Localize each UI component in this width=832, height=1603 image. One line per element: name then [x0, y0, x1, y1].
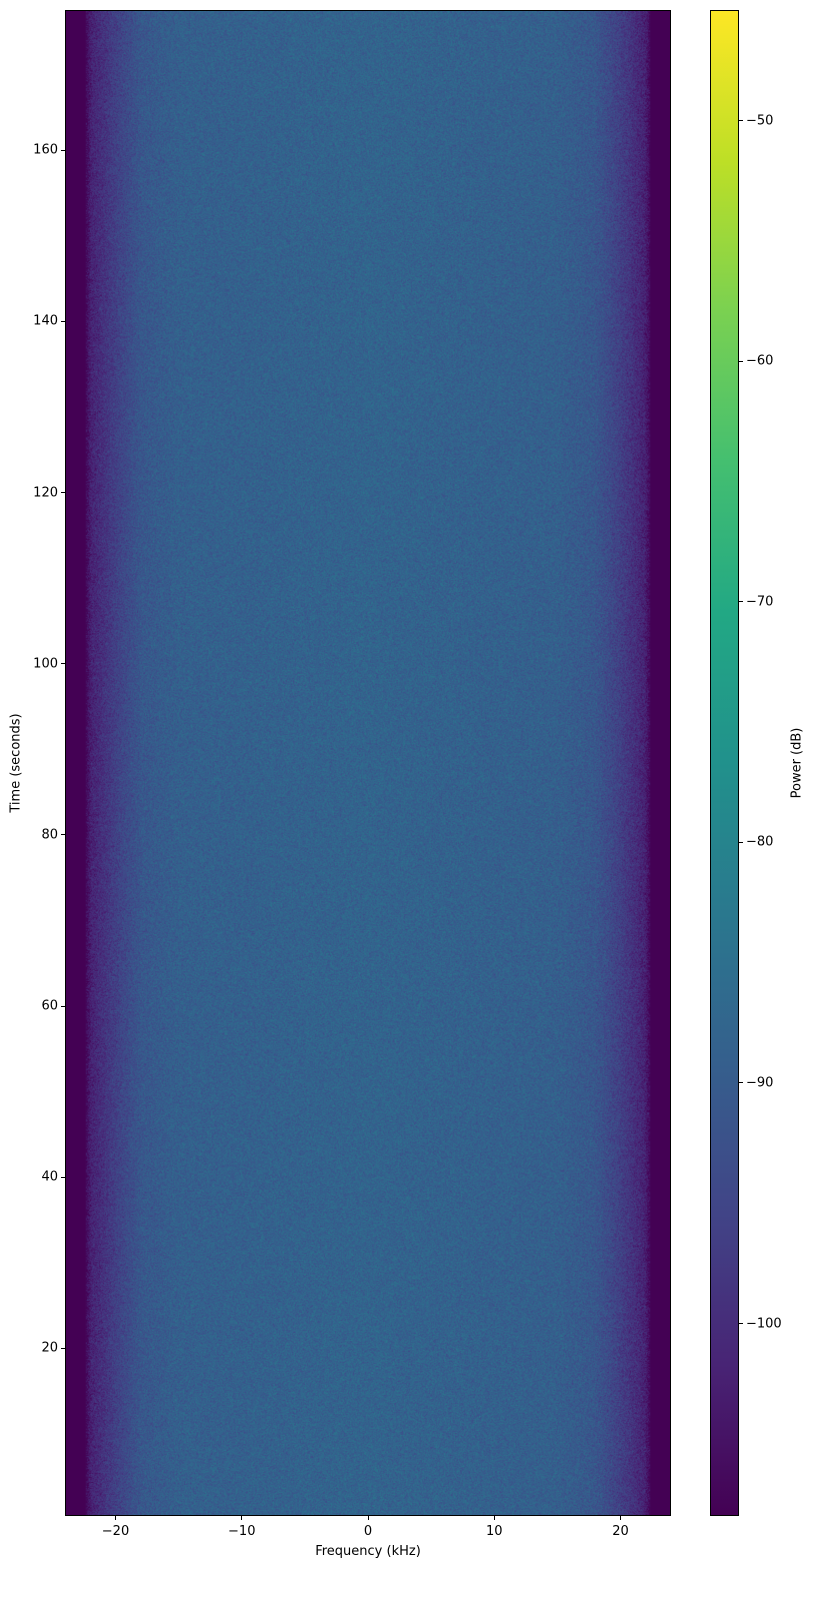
x-tick [115, 1516, 116, 1520]
colorbar-tick-label: −90 [746, 1075, 773, 1090]
spectrogram-image [66, 11, 670, 1515]
y-tick-label: 80 [41, 827, 58, 842]
y-tick-label: 160 [33, 143, 58, 158]
y-tick-label: 60 [41, 999, 58, 1014]
colorbar-tick [739, 601, 743, 602]
x-tick [368, 1516, 369, 1520]
x-tick-label: 0 [364, 1524, 372, 1539]
colorbar-tick-label: −60 [746, 354, 773, 369]
y-tick-label: 40 [41, 1170, 58, 1185]
y-tick [61, 321, 65, 322]
colorbar [710, 10, 739, 1516]
x-axis-label: Frequency (kHz) [315, 1544, 421, 1559]
y-tick-label: 100 [33, 656, 58, 671]
x-tick [620, 1516, 621, 1520]
y-tick-label: 120 [33, 485, 58, 500]
y-tick [61, 492, 65, 493]
colorbar-tick [739, 1082, 743, 1083]
y-tick [61, 663, 65, 664]
colorbar-tick [739, 361, 743, 362]
colorbar-label: Power (dB) [790, 728, 805, 799]
y-tick-label: 140 [33, 314, 58, 329]
x-tick-label: 10 [486, 1524, 503, 1539]
y-tick [61, 834, 65, 835]
x-tick-label: −10 [228, 1524, 255, 1539]
colorbar-tick-label: −80 [746, 835, 773, 850]
colorbar-tick-label: −50 [746, 113, 773, 128]
colorbar-tick-label: −100 [746, 1316, 782, 1331]
x-tick-label: 20 [612, 1524, 629, 1539]
y-tick [61, 1006, 65, 1007]
spectrogram-plot-area [65, 10, 671, 1516]
colorbar-tick [739, 842, 743, 843]
y-axis-label: Time (seconds) [9, 713, 24, 812]
y-tick [61, 1177, 65, 1178]
y-tick-label: 20 [41, 1341, 58, 1356]
x-tick-label: −20 [102, 1524, 129, 1539]
colorbar-tick [739, 120, 743, 121]
x-tick [494, 1516, 495, 1520]
x-tick [241, 1516, 242, 1520]
colorbar-tick-label: −70 [746, 594, 773, 609]
y-tick [61, 150, 65, 151]
y-tick [61, 1348, 65, 1349]
colorbar-tick [739, 1323, 743, 1324]
